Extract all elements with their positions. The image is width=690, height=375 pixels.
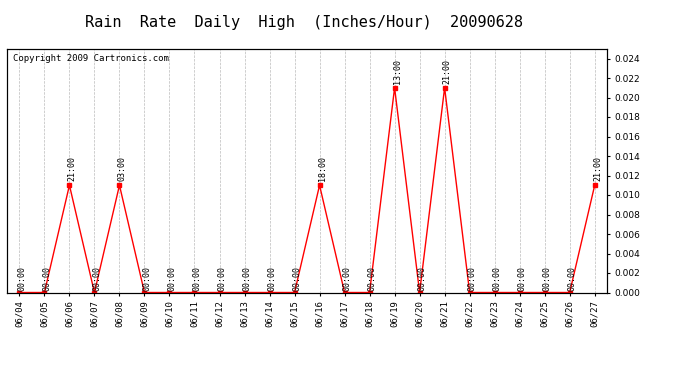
Text: 00:00: 00:00 bbox=[92, 266, 101, 291]
Text: 21:00: 21:00 bbox=[593, 156, 602, 181]
Text: 00:00: 00:00 bbox=[168, 266, 177, 291]
Text: 18:00: 18:00 bbox=[318, 156, 327, 181]
Text: 00:00: 00:00 bbox=[218, 266, 227, 291]
Text: Rain  Rate  Daily  High  (Inches/Hour)  20090628: Rain Rate Daily High (Inches/Hour) 20090… bbox=[85, 15, 522, 30]
Text: 21:00: 21:00 bbox=[68, 156, 77, 181]
Text: 13:00: 13:00 bbox=[393, 58, 402, 84]
Text: 00:00: 00:00 bbox=[518, 266, 527, 291]
Text: 00:00: 00:00 bbox=[568, 266, 577, 291]
Text: 00:00: 00:00 bbox=[468, 266, 477, 291]
Text: 00:00: 00:00 bbox=[368, 266, 377, 291]
Text: 00:00: 00:00 bbox=[343, 266, 352, 291]
Text: 00:00: 00:00 bbox=[293, 266, 302, 291]
Text: Copyright 2009 Cartronics.com: Copyright 2009 Cartronics.com bbox=[13, 54, 169, 63]
Text: 03:00: 03:00 bbox=[118, 156, 127, 181]
Text: 00:00: 00:00 bbox=[18, 266, 27, 291]
Text: 00:00: 00:00 bbox=[193, 266, 201, 291]
Text: 21:00: 21:00 bbox=[443, 58, 452, 84]
Text: 00:00: 00:00 bbox=[268, 266, 277, 291]
Text: 00:00: 00:00 bbox=[43, 266, 52, 291]
Text: 00:00: 00:00 bbox=[493, 266, 502, 291]
Text: 00:00: 00:00 bbox=[143, 266, 152, 291]
Text: 00:00: 00:00 bbox=[543, 266, 552, 291]
Text: 00:00: 00:00 bbox=[418, 266, 427, 291]
Text: 00:00: 00:00 bbox=[243, 266, 252, 291]
